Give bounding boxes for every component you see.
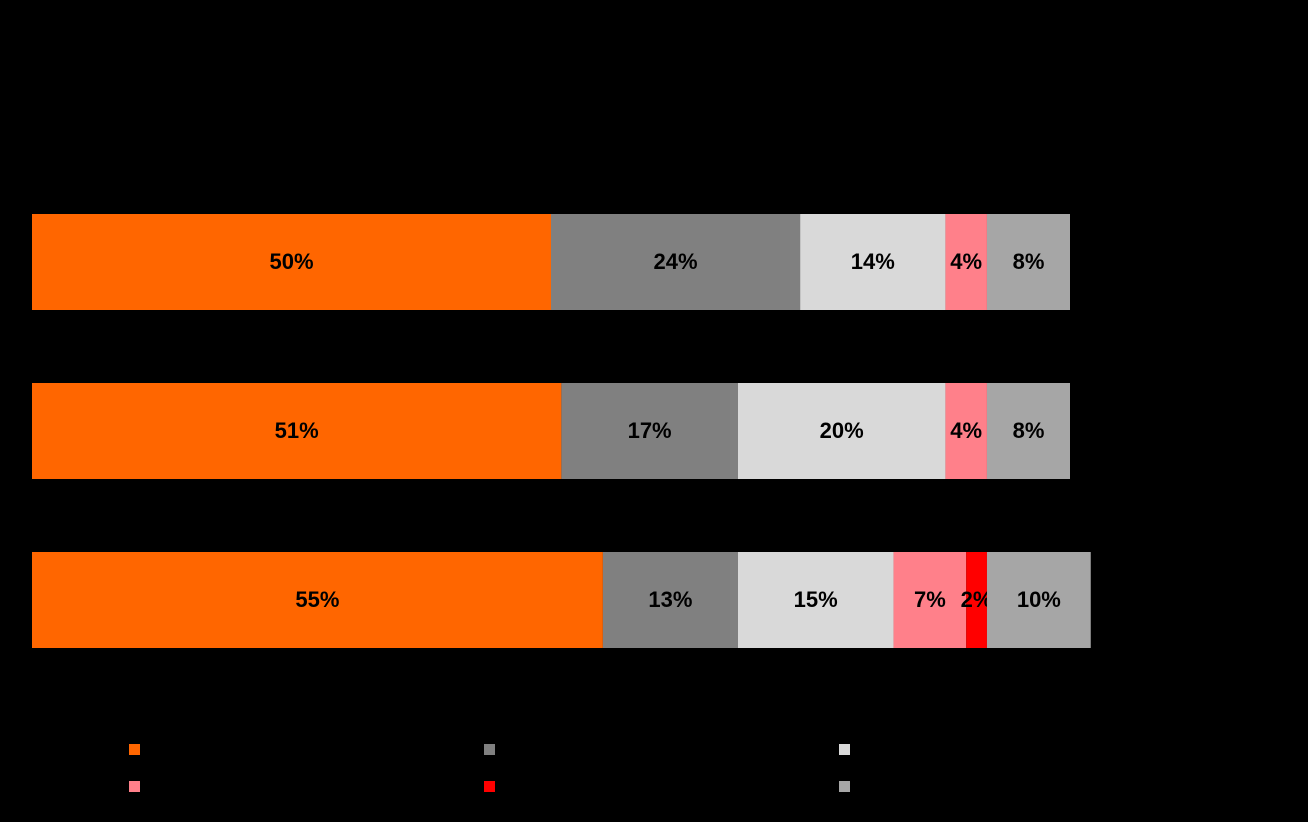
bar-segment <box>737 383 946 479</box>
data-label: 8% <box>1013 249 1045 274</box>
bar-segment <box>800 214 946 310</box>
legend-swatch <box>839 781 850 792</box>
bar-segment <box>561 383 738 479</box>
data-label: 13% <box>648 587 692 612</box>
data-label: 4% <box>950 418 982 443</box>
bar-segment <box>986 214 1070 310</box>
data-label: 17% <box>628 418 672 443</box>
data-label: 55% <box>295 587 339 612</box>
legend-swatch <box>484 744 495 755</box>
legend-swatch <box>839 744 850 755</box>
data-label: 14% <box>851 249 895 274</box>
data-label: 24% <box>654 249 698 274</box>
bar-segment <box>551 214 801 310</box>
bar-segment <box>602 552 738 648</box>
bar-segment <box>966 552 987 648</box>
data-label: 10% <box>1017 587 1061 612</box>
bar-segment <box>986 552 1091 648</box>
bar-segment <box>945 383 987 479</box>
bar-segment <box>737 552 894 648</box>
data-label: 8% <box>1013 418 1045 443</box>
data-label: 7% <box>914 587 946 612</box>
legend-swatch <box>129 744 140 755</box>
bar-segment <box>32 214 551 310</box>
bar-segment <box>32 552 603 648</box>
bar-segment <box>945 214 987 310</box>
bar-segment <box>986 383 1070 479</box>
data-label: 4% <box>950 249 982 274</box>
data-label: 51% <box>275 418 319 443</box>
legend-swatch <box>129 781 140 792</box>
legend-swatch <box>484 781 495 792</box>
bar-segment <box>32 383 562 479</box>
data-label: 20% <box>820 418 864 443</box>
bar-segment <box>893 552 967 648</box>
data-label: 50% <box>269 249 313 274</box>
data-label: 15% <box>794 587 838 612</box>
